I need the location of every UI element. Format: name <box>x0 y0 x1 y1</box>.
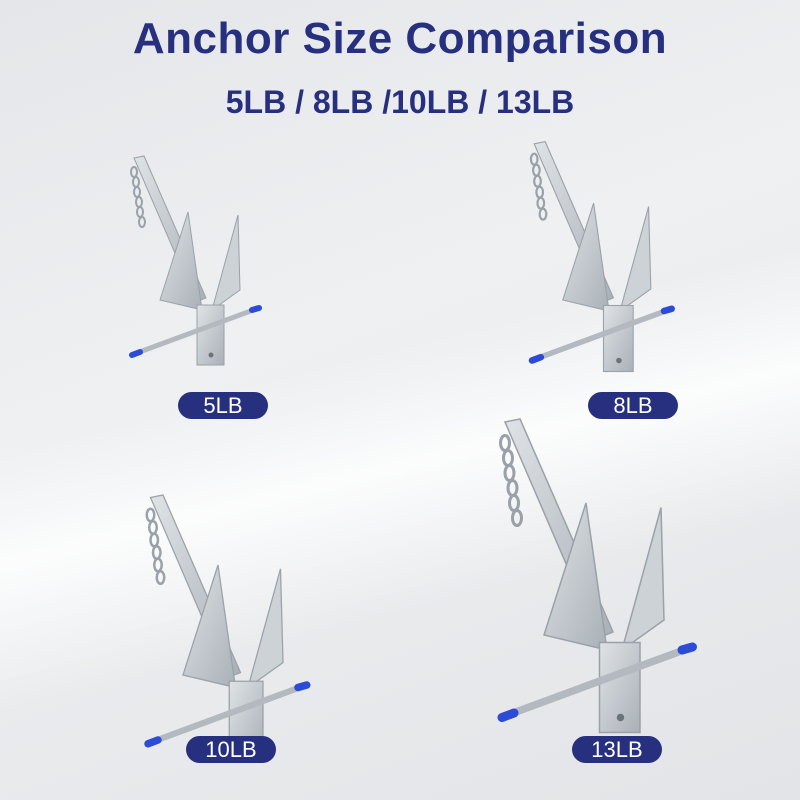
anchor-8lb-image <box>531 142 672 372</box>
page-title: Anchor Size Comparison <box>132 14 668 63</box>
anchor-13lb-image <box>501 419 693 733</box>
page-subtitle: 5LB / 8LB /10LB / 13LB <box>225 84 575 120</box>
size-label-13lb: 13LB <box>572 736 662 763</box>
size-label-10lb: 10LB <box>186 736 276 763</box>
anchor-5lb-image <box>131 156 259 365</box>
anchor-10lb-image <box>147 495 307 756</box>
size-label-5lb: 5LB <box>178 392 268 419</box>
size-label-8lb: 8LB <box>588 392 678 419</box>
